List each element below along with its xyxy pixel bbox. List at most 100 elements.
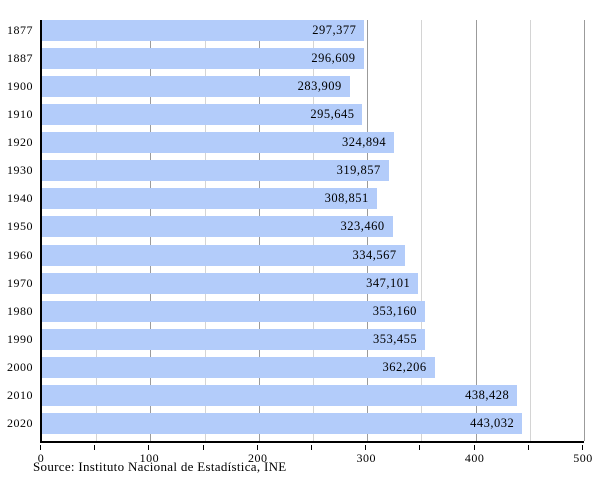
bar-2010: 438,428 [42, 384, 518, 406]
y-axis-label: 1940 [7, 191, 33, 206]
x-axis-tick [148, 445, 150, 450]
bar-value-label: 362,206 [382, 359, 427, 374]
y-axis-label: 1980 [7, 303, 33, 318]
bar-row-1960: 334,567 [42, 244, 584, 273]
bar-row-2010: 438,428 [42, 384, 584, 413]
bar-value-label: 334,567 [352, 247, 397, 262]
x-axis-tick [94, 445, 96, 450]
bar-row-1920: 324,894 [42, 132, 584, 160]
x-axis-tick [40, 445, 41, 450]
y-label-row: 1990 [0, 329, 33, 357]
bar-1960: 334,567 [42, 244, 405, 266]
gridline-minor [529, 20, 531, 441]
y-axis-label: 1920 [7, 135, 33, 150]
y-axis-label: 1900 [7, 79, 33, 94]
bar-value-label: 438,428 [465, 387, 510, 402]
bar-row-2000: 362,206 [42, 356, 584, 385]
bar-row-2020: 443,032 [42, 412, 584, 441]
y-axis: 1877 1887 1900 1910 1920 1930 1940 1950 1960 1970… [0, 20, 33, 441]
bar-1940: 308,851 [42, 188, 377, 210]
y-label-row: 1960 [0, 245, 33, 273]
bar-value-label: 324,894 [342, 135, 387, 150]
bar-1970: 347,101 [42, 272, 419, 294]
bar-row-1887: 296,609 [42, 48, 584, 76]
bar-value-label: 347,101 [366, 275, 411, 290]
bar-row-1930: 319,857 [42, 160, 584, 188]
x-axis-tick-label: 500 [573, 451, 593, 465]
x-axis-tick [256, 445, 258, 450]
x-axis-tick-label: 100 [139, 451, 160, 465]
bar-1980: 353,160 [42, 300, 425, 322]
y-axis-label: 1910 [7, 107, 33, 122]
bar-value-label: 319,857 [336, 163, 381, 178]
y-label-row: 1887 [0, 48, 33, 76]
bar-row-1980: 353,160 [42, 300, 584, 329]
bar-value-label: 308,851 [324, 191, 369, 206]
bar-row-1877: 297,377 [42, 20, 584, 48]
bar-value-label: 353,160 [372, 303, 417, 318]
y-label-row: 1900 [0, 76, 33, 104]
y-label-row: 1940 [0, 188, 33, 216]
y-axis-label: 2010 [7, 387, 33, 402]
y-axis-label: 1990 [7, 331, 33, 346]
bar-value-label: 296,609 [311, 51, 356, 66]
x-axis-tick-label: 400 [464, 451, 485, 465]
bar-row-1900: 283,909 [42, 76, 584, 104]
bar-row-1950: 323,460 [42, 216, 584, 244]
y-label-row: 2000 [0, 357, 33, 385]
y-axis-label: 1950 [7, 219, 33, 234]
bar-2020: 443,032 [42, 412, 523, 434]
bar-1920: 324,894 [42, 132, 395, 154]
y-axis-label: 1887 [7, 51, 33, 66]
y-axis-label: 1970 [7, 275, 33, 290]
y-label-row: 1920 [0, 132, 33, 160]
bar-value-label: 295,645 [310, 107, 355, 122]
bar-row-1990: 353,455 [42, 328, 584, 357]
y-axis-label: 2000 [7, 359, 33, 374]
bar-row-1970: 347,101 [42, 272, 584, 301]
bar-1950: 323,460 [42, 216, 393, 238]
x-axis-tick [473, 445, 475, 450]
x-axis-tick [202, 445, 204, 450]
gridline-major [584, 20, 585, 441]
bar-1930: 319,857 [42, 160, 389, 182]
bar-value-label: 323,460 [340, 219, 385, 234]
y-label-row: 1930 [0, 160, 33, 188]
bar-1900: 283,909 [42, 76, 350, 98]
bar-1990: 353,455 [42, 328, 426, 350]
bar-1910: 295,645 [42, 104, 363, 126]
x-axis-tick [365, 445, 367, 450]
source-caption: Source: Instituto Nacional de Estadístic… [33, 459, 287, 474]
bar-value-label: 297,377 [312, 23, 357, 37]
gridline-major [475, 20, 477, 441]
bar-row-1910: 295,645 [42, 104, 584, 132]
bar-1887: 296,609 [42, 48, 364, 70]
y-axis-label: 1877 [7, 23, 33, 37]
y-label-row: 2020 [0, 413, 33, 441]
x-axis-tick-label: 200 [248, 451, 268, 465]
bars-layer: 297,377 296,609 283,909 295,645 324,894 319,8… [42, 20, 584, 441]
x-axis-tick [527, 445, 529, 450]
bar-1877: 297,377 [42, 20, 365, 41]
y-axis-label: 1960 [7, 247, 33, 262]
bar-value-label: 283,909 [297, 79, 342, 94]
bar-value-label: 443,032 [470, 415, 515, 430]
y-axis-label: 2020 [7, 415, 33, 430]
x-axis-tick-label: 0 [37, 451, 45, 465]
x-axis-tick [582, 445, 583, 450]
x-axis-tick [419, 445, 421, 450]
x-axis: 0 100 200 300 400 500 [37, 445, 592, 467]
x-axis-tick-label: 300 [356, 451, 376, 465]
y-label-row: 1950 [0, 216, 33, 244]
x-axis-tick [311, 445, 312, 450]
gridline-minor [421, 20, 423, 441]
bar-value-label: 353,455 [373, 331, 418, 346]
y-label-row: 1980 [0, 301, 33, 329]
y-axis-label: 1930 [7, 163, 33, 178]
plot-area: 297,377 296,609 283,909 295,645 324,894 319,8… [40, 20, 585, 443]
y-label-row: 1970 [0, 273, 33, 301]
y-label-row: 1910 [0, 104, 33, 132]
y-label-row: 1877 [0, 20, 33, 48]
bar-2000: 362,206 [42, 356, 435, 378]
